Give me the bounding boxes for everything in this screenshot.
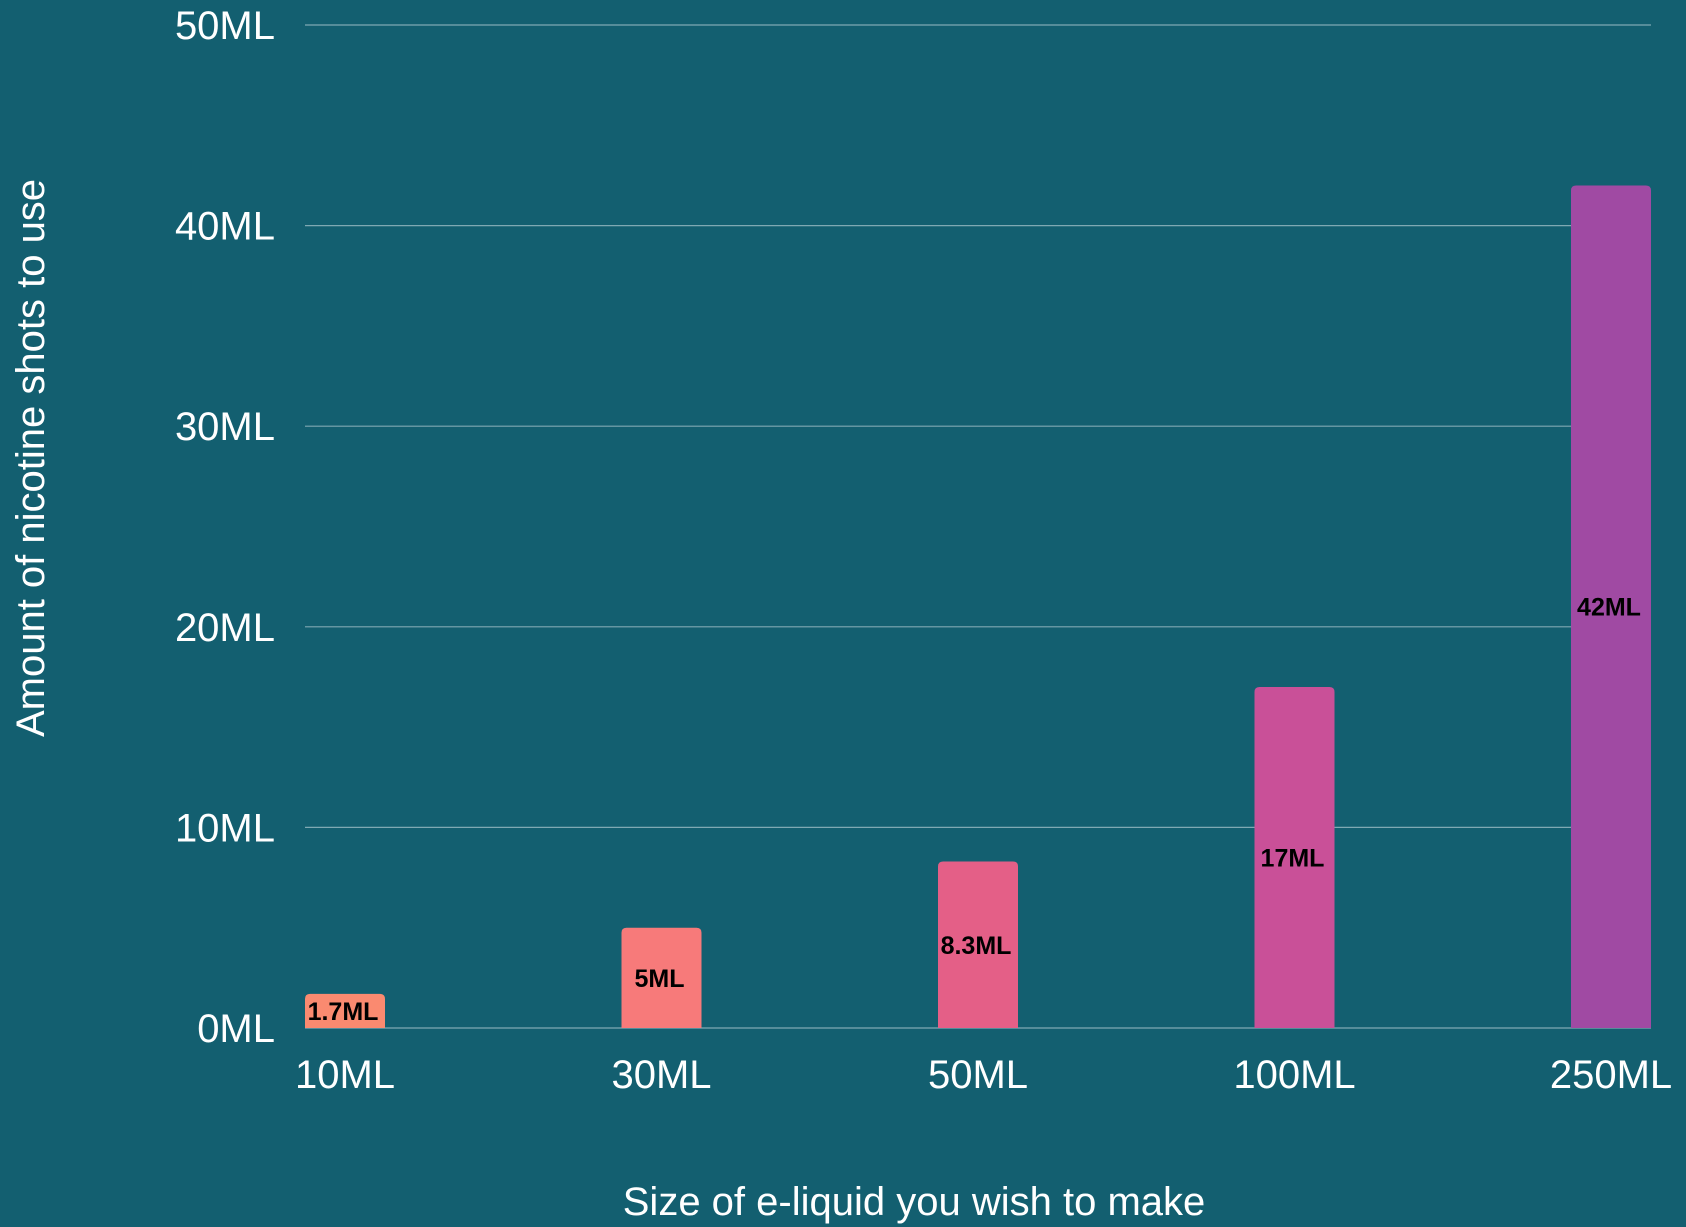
bar-10ml [305, 993, 385, 1028]
y-axis-title: Amount of nicotine shots to use [9, 179, 53, 737]
x-tick-label: 10ML [295, 1053, 395, 1097]
bar-250ml [1571, 185, 1651, 1029]
bar-30ml [621, 927, 702, 1028]
y-tick-label: 40ML [175, 205, 275, 249]
data-labels: 1.7ML 5ML 8.3ML 17ML 42ML [308, 594, 1641, 1026]
gridlines [305, 24, 1651, 1029]
bar-100ml [1254, 686, 1335, 1028]
y-tick-label: 20ML [175, 606, 275, 650]
data-label: 1.7ML [308, 998, 379, 1026]
x-tick-label: 250ML [1550, 1053, 1672, 1097]
y-tick-label: 50ML [175, 4, 275, 48]
y-tick-label: 10ML [175, 806, 275, 850]
x-tick-label: 100ML [1233, 1053, 1355, 1097]
y-axis-ticks: 0ML 10ML 20ML 30ML 40ML 50ML [175, 4, 275, 1051]
y-tick-label: 0ML [197, 1007, 275, 1051]
x-axis-title: Size of e-liquid you wish to make [623, 1180, 1206, 1224]
data-label: 42ML [1577, 594, 1641, 622]
data-label: 8.3ML [941, 932, 1012, 960]
x-tick-label: 30ML [611, 1053, 711, 1097]
bars [305, 185, 1651, 1029]
bar-50ml [938, 861, 1018, 1028]
data-label: 5ML [635, 965, 685, 993]
y-tick-label: 30ML [175, 405, 275, 449]
data-label: 17ML [1261, 844, 1325, 872]
x-tick-label: 50ML [928, 1053, 1028, 1097]
x-axis-ticks: 10ML 30ML 50ML 100ML 250ML [295, 1053, 1672, 1097]
